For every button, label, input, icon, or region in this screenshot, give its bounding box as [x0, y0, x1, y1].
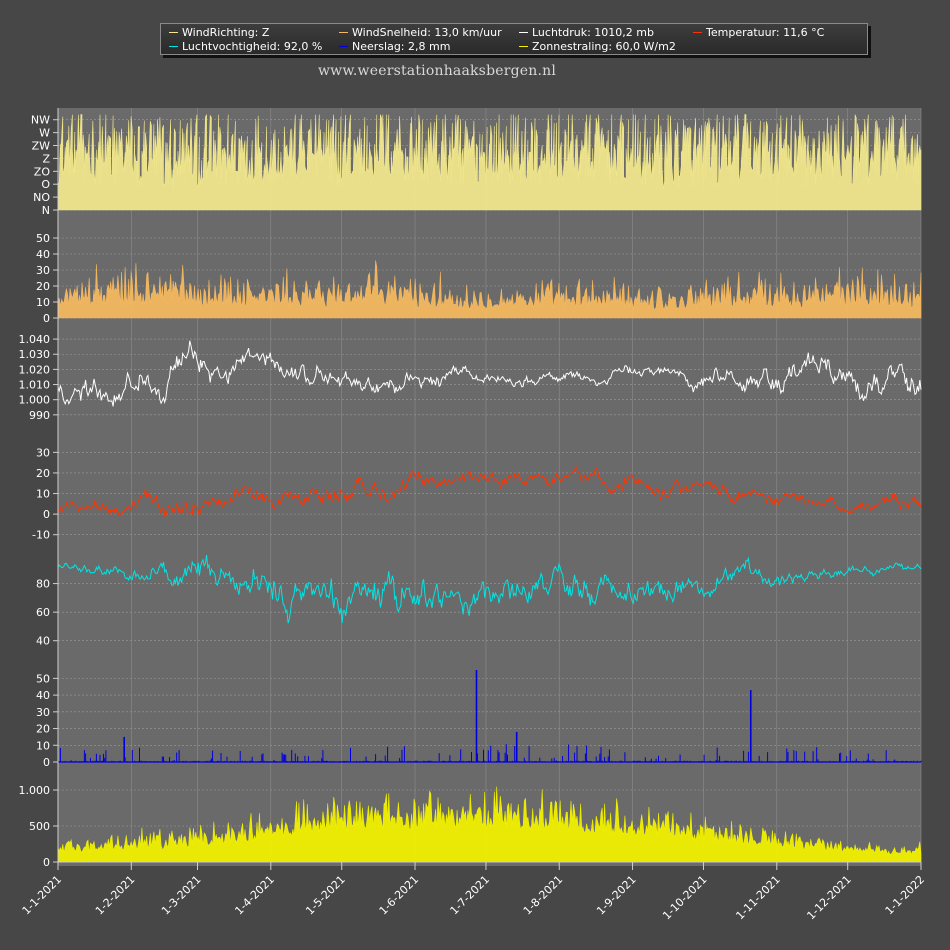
y-tick-label: 1.010 — [19, 379, 51, 392]
y-tick-label: 30 — [36, 264, 50, 277]
x-tick-label: 1-10-2021 — [660, 873, 709, 922]
y-tick-label: 0 — [43, 312, 50, 325]
panel-windsnelheid: 0 10 20 30 40 50 — [36, 232, 922, 325]
legend-item-luchtvochtigheid: Luchtvochtigheid: 92,0 % — [169, 40, 322, 53]
x-tick-label: 1-1-2021 — [20, 873, 65, 918]
series-line — [57, 340, 922, 407]
legend-swatch — [339, 31, 348, 33]
legend-item-neerslag: Neerslag: 2,8 mm — [339, 40, 450, 53]
y-tick-label: W — [39, 127, 50, 140]
y-tick-label: 10 — [36, 296, 50, 309]
legend-label: Zonnestraling: 60,0 W/m2 — [532, 40, 676, 53]
x-tick-label: 1-3-2021 — [159, 873, 204, 918]
y-tick-label: 40 — [36, 248, 50, 261]
legend-swatch — [339, 45, 348, 47]
legend-swatch — [169, 45, 178, 47]
x-tick-label: 1-8-2021 — [521, 873, 566, 918]
y-tick-label: -10 — [32, 529, 50, 542]
y-tick-label: 990 — [29, 409, 50, 422]
y-tick-label: 0 — [43, 856, 50, 869]
y-tick-label: 1.000 — [19, 394, 51, 407]
x-tick-label: 1-4-2021 — [232, 873, 277, 918]
legend-label: Luchtvochtigheid: 92,0 % — [182, 40, 323, 53]
y-tick-label: 1.000 — [19, 784, 51, 797]
y-tick-label: 50 — [36, 672, 50, 685]
legend-swatch — [519, 45, 528, 47]
panel-luchtdruk: 990 1.000 1.010 1.020 1.030 1.040 — [19, 333, 922, 422]
plot-area — [58, 108, 921, 866]
watermark: www.weerstationhaaksbergen.nl — [318, 63, 557, 79]
panel-luchtvochtigheid: 40 60 80 — [36, 554, 922, 648]
x-tick-label: 1-12-2021 — [804, 873, 853, 922]
x-tick-label: 1-11-2021 — [733, 873, 782, 922]
y-tick-label: 30 — [36, 446, 50, 459]
y-tick-label: 500 — [29, 820, 50, 833]
legend-label: Neerslag: 2,8 mm — [352, 40, 451, 53]
y-tick-label: 20 — [36, 280, 50, 293]
y-tick-label: 20 — [36, 467, 50, 480]
y-tick-label: 10 — [36, 488, 50, 501]
x-tick-label: 1-6-2021 — [377, 873, 422, 918]
y-tick-label: 40 — [36, 689, 50, 702]
y-tick-label: 0 — [43, 508, 50, 521]
legend-swatch — [169, 31, 178, 33]
y-tick-label: NW — [31, 114, 50, 127]
panel-neerslag: 0 10 20 30 40 50 — [36, 670, 922, 769]
legend-swatch — [519, 31, 528, 33]
y-tick-label: N — [42, 204, 50, 217]
series-line — [57, 554, 922, 624]
x-tick-label: 1-2-2021 — [93, 873, 138, 918]
series-area — [57, 260, 922, 319]
legend-label: Temperatuur: 11,6 °C — [706, 26, 825, 39]
legend-item-luchtdruk: Luchtdruk: 1010,2 mb — [519, 26, 654, 39]
x-tick-label: 1-7-2021 — [448, 873, 493, 918]
legend-swatch — [693, 31, 702, 33]
series-area — [57, 786, 922, 863]
y-tick-label: 50 — [36, 232, 50, 245]
y-tick-label: NO — [33, 191, 50, 204]
y-tick-label: ZW — [32, 140, 51, 153]
y-tick-label: O — [41, 178, 50, 191]
legend-item-zonnestraling: Zonnestraling: 60,0 W/m2 — [519, 40, 676, 53]
legend-label: WindRichting: Z — [182, 26, 270, 39]
legend-item-windrichting: WindRichting: Z — [169, 26, 269, 39]
x-tick-label: 1-1-2022 — [883, 873, 928, 918]
x-tick-label: 1-5-2021 — [303, 873, 348, 918]
y-tick-label: 1.030 — [19, 348, 51, 361]
panel-zonnestraling: 0 500 1.000 — [19, 784, 922, 869]
legend-item-temperatuur: Temperatuur: 11,6 °C — [693, 26, 824, 39]
y-tick-label: 1.020 — [19, 363, 51, 376]
y-tick-label: 30 — [36, 706, 50, 719]
y-tick-label: Z — [42, 152, 50, 165]
x-tick-label: 1-9-2021 — [594, 873, 639, 918]
y-tick-label: 10 — [36, 739, 50, 752]
series-area — [57, 114, 922, 211]
legend-label: Luchtdruk: 1010,2 mb — [532, 26, 654, 39]
y-tick-label: 60 — [36, 606, 50, 619]
legend-item-windsnelheid: WindSnelheid: 13,0 km/uur — [339, 26, 502, 39]
y-tick-label: 40 — [36, 635, 50, 648]
legend: WindRichting: Z WindSnelheid: 13,0 km/uu… — [160, 23, 868, 55]
series-line — [57, 465, 922, 518]
legend-label: WindSnelheid: 13,0 km/uur — [352, 26, 502, 39]
y-tick-label: 80 — [36, 578, 50, 591]
y-tick-label: 20 — [36, 723, 50, 736]
y-tick-label: 0 — [43, 756, 50, 769]
y-tick-label: ZO — [34, 165, 51, 178]
y-tick-label: 1.040 — [19, 333, 51, 346]
panel-temperatuur: -10 0 10 20 30 — [32, 446, 922, 542]
